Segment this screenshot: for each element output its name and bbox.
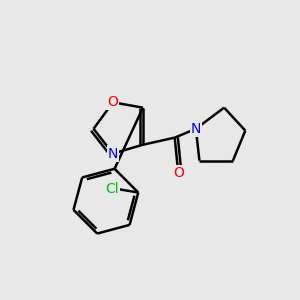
Text: O: O [107, 95, 118, 110]
Text: O: O [173, 166, 184, 180]
Text: N: N [191, 122, 201, 136]
Text: N: N [108, 146, 118, 161]
Text: Cl: Cl [105, 182, 119, 196]
